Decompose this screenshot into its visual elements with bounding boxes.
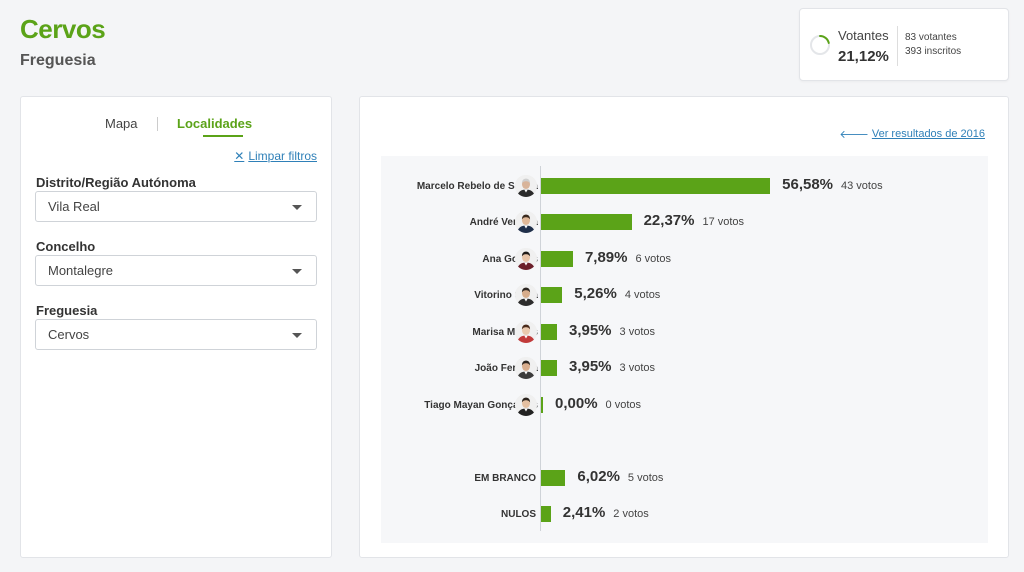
- turnout-divider: [897, 26, 898, 66]
- candidate-name: NULOS: [501, 508, 536, 520]
- bar-votes: 5 votos: [627, 472, 664, 484]
- turnout-card: Votantes 21,12% 83 votantes 393 inscrito…: [799, 8, 1009, 81]
- filter-panel: Mapa Localidades ✕ Limpar filtros Distri…: [20, 96, 332, 558]
- district-select[interactable]: Vila Real: [35, 191, 317, 222]
- tab-separator: [157, 117, 158, 131]
- previous-results-link[interactable]: 🡐 Ver resultados de 2016: [839, 127, 985, 141]
- candidate-name: Marcelo Rebelo de Sousa: [416, 180, 538, 192]
- chart-axis-line: [540, 166, 541, 531]
- active-tab-indicator: [203, 135, 243, 137]
- bar-votes: 0 votos: [605, 399, 642, 411]
- district-label: Distrito/Região Autónoma: [36, 175, 196, 190]
- close-icon: ✕: [234, 149, 245, 163]
- result-bar: [541, 506, 551, 522]
- candidate-name: EM BRANCO: [474, 472, 536, 484]
- chart-row: Marisa Matias 3,95% 3 votos: [381, 317, 988, 347]
- municipality-select-value: Montalegre: [48, 263, 114, 278]
- bar-percentage: 3,95%: [568, 358, 612, 375]
- bar-data-label: 5,26% 4 votos: [574, 285, 660, 302]
- chart-row: João Ferreira 3,95% 3 votos: [381, 353, 988, 383]
- previous-results-label: Ver resultados de 2016: [871, 128, 985, 140]
- result-bar: [541, 178, 771, 194]
- turnout-registered: 393 inscritos: [905, 46, 962, 57]
- chevron-down-icon: [292, 333, 302, 338]
- bar-percentage: 7,89%: [584, 249, 628, 266]
- chart-row: André Ventura 22,37% 17 votos: [381, 207, 988, 237]
- bar-votes: 6 votos: [635, 253, 671, 265]
- turnout-label: Votantes: [838, 28, 889, 43]
- chart-row: Tiago Mayan Gonçalves 0,00% 0 votos: [381, 390, 988, 420]
- result-bar: [541, 397, 543, 413]
- chart-row: EM BRANCO 6,02% 5 votos: [381, 463, 988, 493]
- candidate-avatar: [515, 394, 537, 416]
- candidate-name: Ana Gomes: [482, 253, 538, 265]
- result-bar: [541, 214, 632, 230]
- municipality-select[interactable]: Montalegre: [35, 255, 317, 286]
- bar-votes: 3 votos: [619, 326, 655, 338]
- candidate-name: André Ventura: [469, 216, 538, 228]
- parish-select-value: Cervos: [48, 327, 90, 342]
- bar-percentage: 22,37%: [643, 212, 695, 229]
- bar-votes: 2 votos: [613, 508, 649, 520]
- results-chart: Marcelo Rebelo de Sousa 56,58% 43 votos And…: [381, 156, 988, 543]
- candidate-avatar: [515, 248, 537, 270]
- bar-votes: 43 votos: [841, 180, 883, 192]
- bar-data-label: 2,41% 2 votos: [563, 504, 649, 521]
- page-title: Cervos: [20, 14, 106, 44]
- district-select-value: Vila Real: [48, 199, 100, 214]
- candidate-name: Vitorino Silva: [474, 289, 538, 301]
- arrow-left-icon: 🡐: [839, 129, 869, 141]
- candidate-name: Marisa Matias: [472, 326, 538, 338]
- bar-votes: 17 votos: [702, 216, 745, 228]
- page-subtitle: Freguesia: [20, 52, 96, 69]
- chart-row: Marcelo Rebelo de Sousa 56,58% 43 votos: [381, 171, 988, 201]
- chart-row: NULOS 2,41% 2 votos: [381, 499, 988, 529]
- result-bar: [541, 251, 573, 267]
- tab-map[interactable]: Mapa: [105, 116, 138, 131]
- candidate-avatar: [515, 175, 537, 197]
- clear-filters-label: Limpar filtros: [248, 149, 317, 163]
- candidate-avatar: [515, 211, 537, 233]
- chart-row: Ana Gomes 7,89% 6 votos: [381, 244, 988, 274]
- turnout-voters: 83 votantes: [905, 32, 957, 43]
- result-bar: [541, 324, 557, 340]
- municipality-label: Concelho: [36, 239, 96, 254]
- clear-filters-link[interactable]: ✕ Limpar filtros: [234, 149, 317, 163]
- bar-data-label: 0,00% 0 votos: [555, 395, 641, 412]
- bar-percentage: 2,41%: [562, 504, 606, 521]
- turnout-percentage: 21,12%: [838, 48, 889, 65]
- candidate-avatar: [515, 284, 537, 306]
- candidate-avatar: [515, 321, 537, 343]
- chevron-down-icon: [292, 269, 302, 274]
- bar-percentage: 5,26%: [574, 285, 617, 302]
- bar-data-label: 7,89% 6 votos: [585, 249, 671, 266]
- result-bar: [541, 470, 566, 486]
- bar-data-label: 3,95% 3 votos: [569, 322, 655, 339]
- results-panel: 🡐 Ver resultados de 2016 Marcelo Rebelo …: [359, 96, 1009, 558]
- candidate-name: João Ferreira: [474, 362, 538, 374]
- bar-data-label: 22,37% 17 votos: [644, 212, 744, 229]
- result-bar: [541, 287, 563, 303]
- bar-percentage: 56,58%: [782, 176, 834, 193]
- bar-percentage: 6,02%: [577, 468, 620, 485]
- parish-label: Freguesia: [36, 303, 98, 318]
- candidate-avatar: [515, 357, 537, 379]
- bar-percentage: 3,95%: [568, 322, 612, 339]
- candidate-name: Tiago Mayan Gonçalves: [424, 399, 538, 411]
- chart-row: Vitorino Silva 5,26% 4 votos: [381, 280, 988, 310]
- tab-localidades[interactable]: Localidades: [177, 116, 253, 131]
- turnout-progress-ring: [810, 35, 830, 55]
- bar-votes: 3 votos: [619, 362, 655, 374]
- result-bar: [541, 360, 557, 376]
- bar-votes: 4 votos: [624, 289, 661, 301]
- bar-percentage: 0,00%: [555, 395, 598, 412]
- parish-select[interactable]: Cervos: [35, 319, 317, 350]
- bar-data-label: 56,58% 43 votos: [782, 176, 882, 193]
- bar-data-label: 3,95% 3 votos: [569, 358, 655, 375]
- bar-data-label: 6,02% 5 votos: [577, 468, 663, 485]
- chevron-down-icon: [292, 205, 302, 210]
